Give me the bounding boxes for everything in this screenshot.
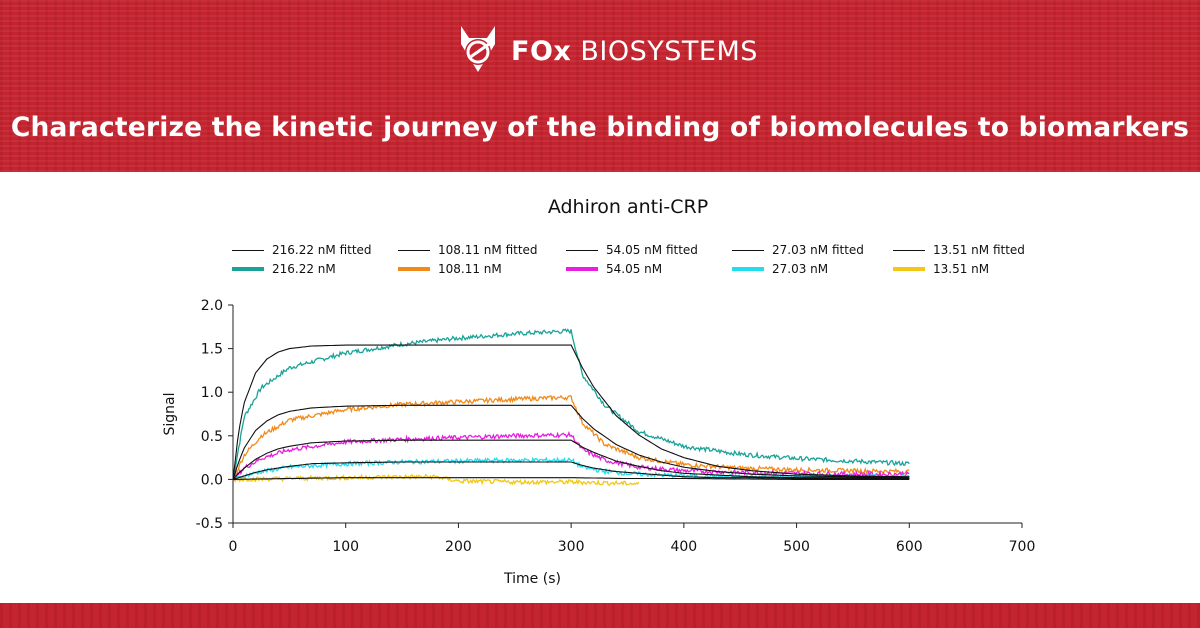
- series-line-54-05-nM: [232, 430, 910, 482]
- legend-swatch: [732, 249, 764, 251]
- series-line-13-51-nM: [232, 473, 640, 486]
- x-tick-label: 700: [1009, 539, 1036, 555]
- series-line-27-03-nM: [232, 456, 910, 481]
- y-axis-label: Signal: [162, 392, 178, 435]
- legend-swatch: [566, 267, 598, 271]
- legend-swatch: [232, 267, 264, 271]
- legend-item-fitted: 13.51 nM fitted: [893, 243, 1025, 257]
- header-banner: [0, 0, 1200, 172]
- x-tick-label: 600: [896, 539, 923, 555]
- legend-label: 13.51 nM fitted: [933, 243, 1025, 257]
- legend-item-fitted: 216.22 nM fitted: [232, 243, 372, 257]
- x-tick-label: 400: [670, 539, 697, 555]
- fitted-line-13-51-nM-fitted: [233, 477, 910, 480]
- legend-item-fitted: 54.05 nM fitted: [566, 243, 698, 257]
- x-axis-label: Time (s): [503, 571, 561, 587]
- legend-label: 216.22 nM: [272, 262, 336, 276]
- y-tick-label: -0.5: [196, 516, 223, 532]
- fitted-line-54-05-nM-fitted: [232, 439, 910, 480]
- y-tick-label: 1.0: [201, 385, 223, 401]
- legend-swatch: [232, 249, 264, 251]
- brand-logo[interactable]: FOx BIOSYSTEMS: [455, 26, 758, 76]
- legend-label: 54.05 nM fitted: [606, 243, 698, 257]
- legend-item-measured: 216.22 nM: [232, 262, 336, 276]
- legend-item-measured: 108.11 nM: [398, 262, 502, 276]
- legend-swatch: [566, 249, 598, 251]
- legend-swatch: [732, 267, 764, 271]
- fitted-line-216-22-nM-fitted: [232, 344, 910, 480]
- fox-icon: [455, 24, 501, 78]
- x-tick-label: 200: [445, 539, 472, 555]
- y-tick-label: 0.5: [201, 429, 223, 445]
- legend-item-fitted: 27.03 nM fitted: [732, 243, 864, 257]
- y-tick-label: 1.5: [201, 342, 223, 358]
- legend-label: 216.22 nM fitted: [272, 243, 372, 257]
- legend-label: 27.03 nM fitted: [772, 243, 864, 257]
- legend-swatch: [893, 267, 925, 271]
- legend-label: 27.03 nM: [772, 262, 829, 276]
- y-tick-label: 0.0: [201, 472, 223, 488]
- fitted-line-108-11-nM-fitted: [232, 404, 910, 480]
- chart-title: Adhiron anti-CRP: [547, 196, 709, 218]
- legend-item-measured: 54.05 nM: [566, 262, 662, 276]
- legend-swatch: [893, 249, 925, 251]
- legend-label: 108.11 nM fitted: [438, 243, 538, 257]
- footer-band: [0, 603, 1200, 628]
- x-tick-label: 100: [332, 539, 359, 555]
- legend-swatch: [398, 267, 430, 271]
- x-tick-label: 300: [558, 539, 585, 555]
- x-tick-label: 0: [229, 539, 238, 555]
- legend-label: 13.51 nM: [933, 262, 990, 276]
- fitted-line-27-03-nM-fitted: [232, 461, 910, 480]
- series-line-108-11-nM: [232, 394, 910, 480]
- legend-label: 108.11 nM: [438, 262, 502, 276]
- brand-name: FOx BIOSYSTEMS: [511, 35, 758, 67]
- series-line-216-22-nM: [232, 328, 910, 480]
- legend-label: 54.05 nM: [606, 262, 663, 276]
- x-tick-label: 500: [783, 539, 810, 555]
- legend-item-measured: 13.51 nM: [893, 262, 989, 276]
- legend-swatch: [398, 249, 430, 251]
- y-tick-label: 2.0: [201, 298, 223, 314]
- legend-item-fitted: 108.11 nM fitted: [398, 243, 538, 257]
- legend-item-measured: 27.03 nM: [732, 262, 828, 276]
- page-headline: Characterize the kinetic journey of the …: [10, 112, 1190, 143]
